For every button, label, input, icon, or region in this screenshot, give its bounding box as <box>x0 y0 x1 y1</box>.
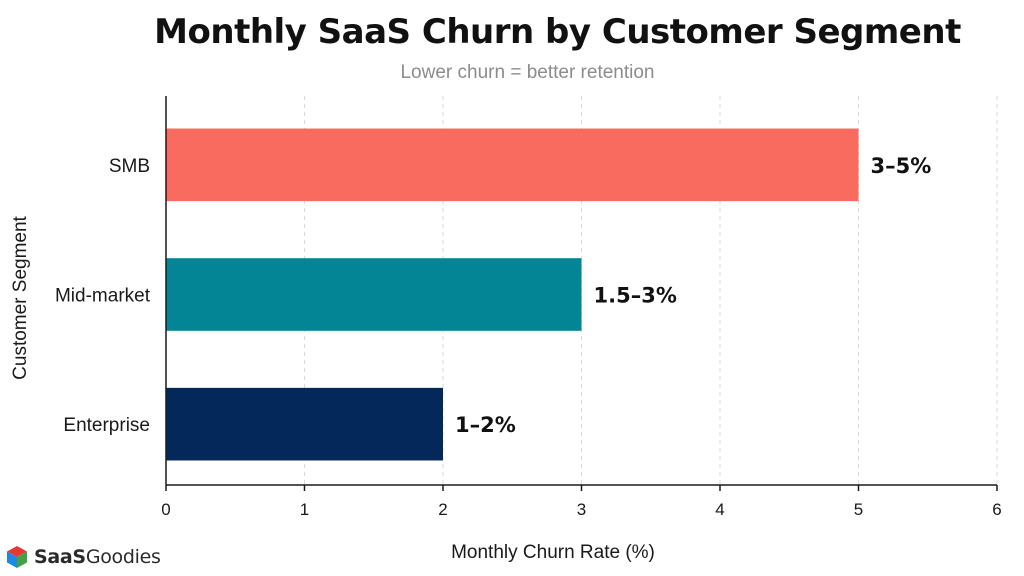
x-tick-label: 3 <box>577 500 586 519</box>
x-tick-label: 2 <box>438 500 447 519</box>
x-axis-title: Monthly Churn Rate (%) <box>451 542 655 563</box>
brand-name-strong: SaaS <box>34 546 86 568</box>
data-label: 3–5% <box>871 154 932 178</box>
x-tick-label: 0 <box>161 500 170 519</box>
x-tick-label: 6 <box>992 500 1001 519</box>
x-tick-label: 1 <box>300 500 309 519</box>
x-tick-label: 5 <box>854 500 863 519</box>
bar <box>166 387 443 461</box>
y-tick-label: SMB <box>109 156 150 177</box>
x-tick-label: 4 <box>715 500 724 519</box>
brand-logo: SaaSGoodies <box>6 544 161 570</box>
data-label: 1–2% <box>455 413 516 437</box>
y-tick-label: Enterprise <box>63 415 150 436</box>
data-label: 1.5–3% <box>594 284 677 308</box>
y-tick-label: Mid-market <box>55 286 151 307</box>
chart-subtitle: Lower churn = better retention <box>400 62 655 83</box>
hexagon-cube-icon <box>7 546 27 568</box>
bar <box>166 258 582 331</box>
y-axis-title: Customer Segment <box>10 215 31 379</box>
brand-name-light: Goodies <box>85 546 161 568</box>
chart-title: Monthly SaaS Churn by Customer Segment <box>154 12 961 52</box>
bar <box>166 128 859 202</box>
